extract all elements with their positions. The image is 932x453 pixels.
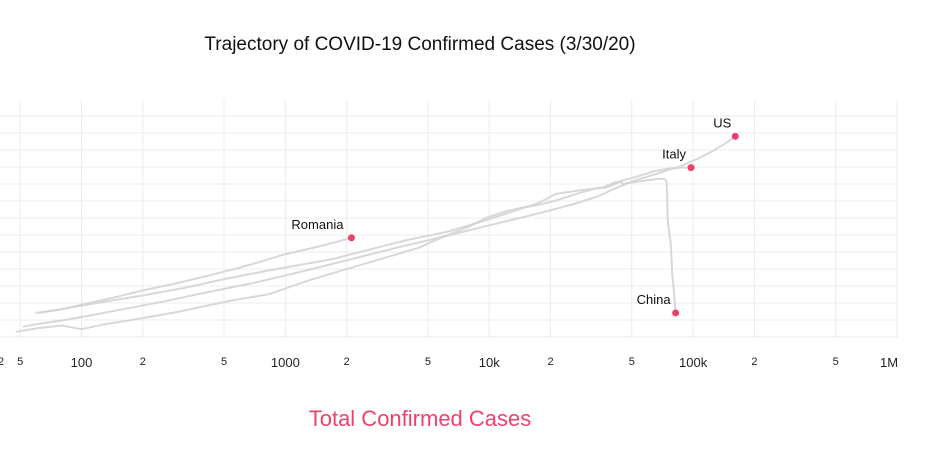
x-tick-label: 1M (880, 355, 898, 370)
label-us: US (713, 115, 731, 130)
country-labels: US Italy China Romania (291, 115, 731, 307)
x-tick-label: 10k (479, 355, 500, 370)
x-tick-label: 5 (17, 356, 23, 368)
chart-title: Trajectory of COVID-19 Confirmed Cases (… (204, 34, 635, 55)
trajectory-line-romania (35, 236, 353, 314)
x-tick-label: 2 (751, 356, 757, 368)
x-tick-label: 2 (344, 356, 350, 368)
x-tick-label: 1000 (271, 355, 300, 370)
label-romania: Romania (291, 217, 344, 232)
end-marker-romania (347, 234, 355, 242)
gridlines (0, 100, 898, 338)
end-marker-china (672, 309, 680, 317)
label-italy: Italy (662, 147, 686, 162)
x-tick-label: 2 (140, 356, 146, 368)
x-tick-label: 100 (71, 355, 93, 370)
x-tick-label: 100k (679, 355, 708, 370)
end-marker-italy (687, 164, 695, 172)
x-axis-label: Total Confirmed Cases (309, 406, 532, 431)
trajectory-line-china (15, 177, 677, 333)
trajectory-line-us (22, 135, 737, 328)
trajectory-line-italy (38, 166, 693, 314)
x-tick-label: 2 (548, 356, 554, 368)
x-tick-label: 5 (425, 356, 431, 368)
x-tick-label: 5 (833, 356, 839, 368)
x-tick-label: 5 (629, 356, 635, 368)
x-tick-label: 2 (0, 356, 4, 368)
trajectory-lines (15, 135, 737, 333)
x-tick-label: 5 (221, 356, 227, 368)
label-china: China (637, 292, 672, 307)
x-axis-ticks: 2 5 100 2 5 1000 2 5 10k 2 5 100k 2 5 1M (0, 355, 898, 370)
end-marker-us (731, 132, 739, 140)
end-markers (347, 132, 739, 317)
